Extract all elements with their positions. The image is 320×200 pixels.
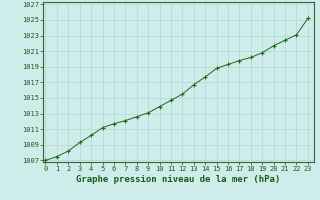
X-axis label: Graphe pression niveau de la mer (hPa): Graphe pression niveau de la mer (hPa) <box>76 175 281 184</box>
